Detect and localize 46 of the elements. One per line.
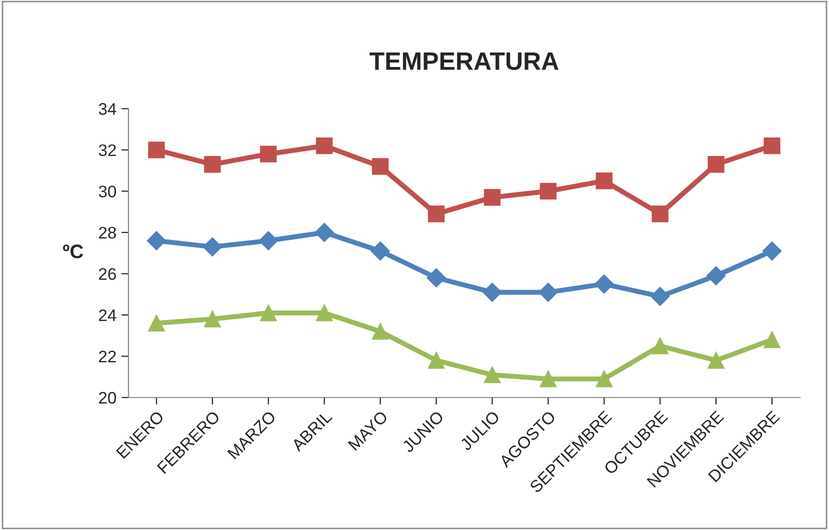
- y-tick-label: 32: [98, 144, 116, 156]
- y-tick-label: 24: [98, 309, 116, 322]
- point: [370, 241, 390, 261]
- y-tick-label: 28: [98, 226, 116, 239]
- point: [260, 304, 277, 322]
- point: [764, 331, 780, 348]
- point: [708, 352, 724, 369]
- point: [706, 266, 726, 286]
- point: [148, 314, 165, 332]
- point: [316, 304, 333, 322]
- y-tick-label: 30: [98, 186, 116, 198]
- point: [596, 370, 612, 388]
- y-tick-label: 22: [98, 350, 116, 362]
- point: [484, 366, 501, 384]
- point: [650, 286, 670, 306]
- point: [316, 137, 333, 154]
- point: [428, 352, 445, 369]
- point: [596, 172, 612, 190]
- point: [652, 206, 668, 222]
- y-axis-title: ºC: [63, 244, 84, 258]
- point: [540, 370, 557, 388]
- point: [204, 310, 221, 328]
- point: [538, 282, 558, 302]
- point: [260, 146, 277, 162]
- point: [372, 158, 389, 175]
- point: [314, 222, 334, 242]
- point: [258, 231, 278, 250]
- point: [540, 182, 557, 200]
- point: [762, 241, 782, 261]
- point: [594, 274, 614, 294]
- chart-title: TEMPERATURA: [370, 52, 558, 70]
- y-tick-label: 20: [98, 392, 116, 404]
- point: [764, 137, 780, 154]
- point: [484, 189, 501, 206]
- point: [482, 282, 502, 302]
- point: [148, 142, 165, 158]
- point: [652, 338, 668, 354]
- point: [202, 237, 222, 256]
- y-tick-label: 26: [98, 268, 116, 280]
- point: [372, 323, 389, 340]
- point: [204, 156, 221, 173]
- y-tick-label: 34: [98, 103, 116, 115]
- point: [146, 231, 166, 250]
- point: [708, 156, 724, 173]
- point: [426, 268, 446, 288]
- point: [428, 206, 445, 222]
